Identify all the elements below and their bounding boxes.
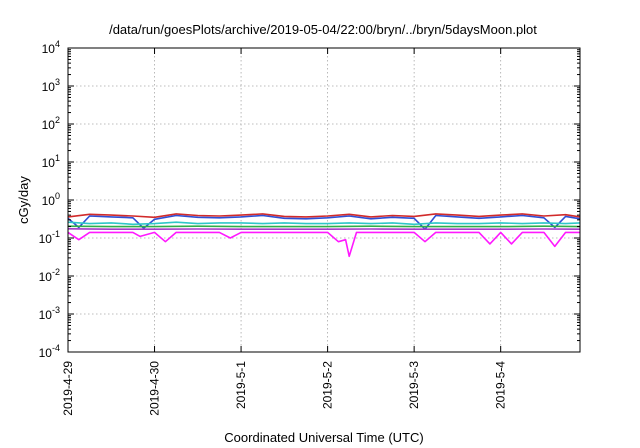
y-tick-label: 103	[42, 77, 60, 94]
x-tick-label: 2019-5-3	[407, 361, 421, 409]
y-tick-label: 102	[42, 115, 60, 132]
grid	[68, 48, 580, 352]
x-tick-label: 2019-5-1	[234, 361, 248, 409]
y-axis: 10-4 10-3 10-2 10-1 100 101 102 103 104	[39, 39, 580, 360]
x-tick-label: 2019-4-29	[61, 361, 75, 416]
x-tick-label: 2019-5-2	[321, 361, 335, 409]
y-tick-label: 10-3	[39, 305, 60, 322]
x-tick-label: 2019-5-4	[494, 361, 508, 409]
y-axis-label: cGy/day	[16, 176, 31, 224]
series-line-1	[67, 213, 581, 219]
series-line-6	[67, 231, 580, 258]
series-line-3	[67, 221, 581, 226]
series-group	[67, 213, 581, 258]
y-tick-label: 100	[42, 191, 60, 208]
x-axis: 2019-4-29 2019-4-30 2019-5-1 2019-5-2 2019-5…	[61, 48, 508, 416]
y-tick-label: 10-4	[39, 343, 60, 360]
y-tick-label: 10-2	[39, 267, 60, 284]
x-tick-label: 2019-4-30	[148, 361, 162, 416]
x-axis-label: Coordinated Universal Time (UTC)	[224, 430, 423, 445]
y-tick-label: 104	[42, 39, 60, 56]
chart-title: /data/run/goesPlots/archive/2019-05-04/2…	[109, 22, 537, 37]
y-tick-label: 101	[42, 153, 60, 170]
y-tick-label: 10-1	[39, 229, 60, 246]
